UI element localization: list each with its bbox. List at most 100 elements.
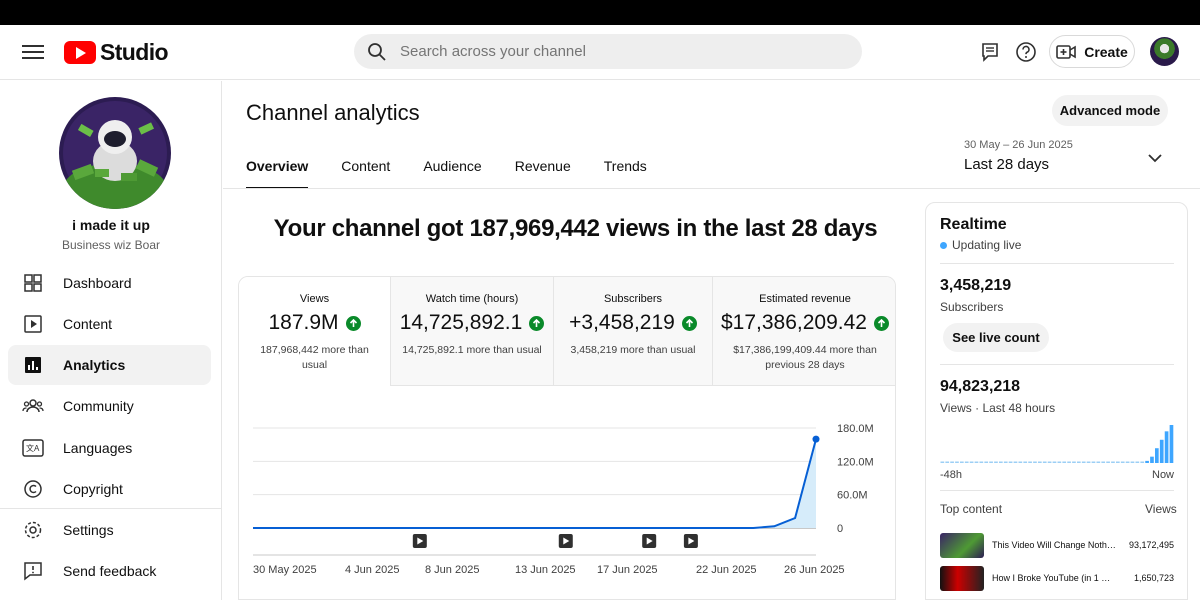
sparkline-bar	[989, 461, 993, 463]
metrics-card: Views 187.9M 187,968,442 more than usual…	[238, 276, 896, 600]
date-range: 30 May – 26 Jun 2025	[964, 139, 1073, 151]
video-marker-play-icon	[563, 537, 570, 545]
search-input[interactable]	[400, 43, 820, 60]
sidebar-item-dashboard[interactable]: Dashboard	[8, 263, 211, 303]
studio-logo[interactable]: Studio	[64, 38, 169, 66]
date-period-select[interactable]: Last 28 days	[964, 156, 1050, 173]
sparkline-bar	[960, 461, 964, 463]
metric-revenue[interactable]: Estimated revenue $17,386,209.42 $17,386…	[713, 277, 895, 386]
metric-note: 3,458,219 more than usual	[570, 344, 696, 356]
top-content-row[interactable]: This Video Will Change Nothing 93,172,49…	[940, 532, 1174, 558]
channel-subtitle: Business wiz Boar	[61, 238, 161, 252]
analytics-icon	[21, 353, 45, 377]
sparkline-bar	[1067, 461, 1071, 463]
live-status: Updating live	[940, 238, 1021, 252]
menu-icon[interactable]	[22, 42, 44, 62]
sparkline-bar	[974, 461, 979, 463]
analytics-tabs: Overview Content Audience Revenue Trends	[246, 158, 680, 189]
sidebar-item-settings[interactable]: Settings	[8, 510, 211, 550]
create-label: Create	[1084, 43, 1128, 60]
community-icon	[21, 394, 45, 418]
sidebar-item-content[interactable]: Content	[8, 304, 211, 344]
x-tick-label: 17 Jun 2025	[597, 564, 658, 576]
tab-overview[interactable]: Overview	[246, 158, 309, 189]
sparkline-bar	[1159, 439, 1164, 463]
feedback-icon	[21, 559, 45, 583]
sparkline-bar	[994, 461, 998, 463]
sidebar-item-languages[interactable]: 文A Languages	[8, 428, 211, 468]
realtime-views-label: Views · Last 48 hours	[940, 401, 1056, 415]
sidebar-divider	[0, 508, 222, 509]
sidebar: i made it up Business wiz Boar Dashboard…	[0, 81, 222, 600]
channel-avatar[interactable]	[59, 97, 171, 209]
sparkline-bar	[1120, 461, 1125, 463]
metric-label: Estimated revenue	[759, 293, 851, 305]
top-content-label: Top content	[940, 502, 1003, 516]
video-thumbnail	[940, 565, 984, 591]
copyright-icon	[21, 477, 45, 501]
metric-label: Views	[299, 293, 330, 305]
app-header: Studio Create	[0, 25, 1200, 80]
realtime-divider	[940, 364, 1174, 365]
sparkline-bar	[1155, 448, 1159, 463]
metric-watch-time[interactable]: Watch time (hours) 14,725,892.1 14,725,8…	[391, 277, 554, 386]
video-marker-play-icon	[646, 537, 653, 545]
sidebar-item-label: Copyright	[63, 481, 123, 497]
search-icon[interactable]	[354, 42, 400, 62]
tab-audience[interactable]: Audience	[423, 158, 482, 174]
sparkline-bar	[1072, 461, 1076, 463]
sparkline-bar	[1091, 461, 1096, 463]
realtime-subscribers-value: 3,458,219	[940, 277, 1012, 294]
x-tick-label: 26 Jun 2025	[784, 564, 845, 576]
sidebar-item-copyright[interactable]: Copyright	[8, 469, 211, 509]
x-tick-label: 13 Jun 2025	[515, 564, 576, 576]
sparkline-bar	[945, 461, 950, 463]
sparkline-bar	[964, 461, 969, 463]
sidebar-item-send-feedback[interactable]: Send feedback	[8, 551, 211, 591]
tab-content[interactable]: Content	[341, 158, 391, 174]
sparkline-bar	[1140, 461, 1145, 463]
metric-label: Watch time (hours)	[425, 293, 519, 305]
metric-value: +3,458,219	[569, 311, 675, 334]
sidebar-item-label: Settings	[63, 522, 114, 538]
metric-views[interactable]: Views 187.9M 187,968,442 more than usual	[239, 277, 391, 386]
views-column-label: Views	[1145, 502, 1177, 516]
sparkline-bar	[940, 461, 945, 463]
realtime-views-value: 94,823,218	[940, 378, 1021, 395]
sparkline-bar	[1150, 456, 1154, 463]
help-icon[interactable]	[1014, 40, 1038, 64]
top-black-bar	[0, 0, 1200, 25]
metric-subscribers[interactable]: Subscribers +3,458,219 3,458,219 more th…	[554, 277, 713, 386]
create-button[interactable]: Create	[1049, 35, 1135, 68]
metric-label: Subscribers	[603, 293, 663, 305]
sparkline-bar	[1052, 461, 1057, 463]
tab-trends[interactable]: Trends	[603, 158, 647, 174]
arrow-up-icon	[873, 315, 889, 331]
see-live-count-button[interactable]: See live count	[943, 323, 1049, 352]
arrow-up-icon	[529, 315, 545, 331]
y-tick-label: 0	[837, 523, 843, 535]
tab-revenue[interactable]: Revenue	[514, 158, 571, 174]
sparkline-bar	[1135, 461, 1140, 463]
comments-icon[interactable]	[978, 40, 1002, 64]
search-bar	[354, 34, 862, 69]
advanced-mode-button[interactable]: Advanced mode	[1052, 95, 1168, 126]
realtime-subscribers-label: Subscribers	[940, 300, 1004, 314]
sidebar-item-label: Send feedback	[63, 563, 157, 579]
metric-note: 187,968,442 more than usual	[260, 344, 369, 371]
account-avatar[interactable]	[1150, 37, 1179, 66]
sidebar-item-analytics[interactable]: Analytics	[8, 345, 211, 385]
video-views: 1,650,723	[1133, 573, 1174, 583]
video-thumbnail	[940, 532, 984, 558]
sparkline-bar	[1130, 461, 1135, 463]
sparkline-bar	[1033, 461, 1037, 463]
x-tick-label: 4 Jun 2025	[345, 564, 399, 576]
views-latest-point	[812, 435, 820, 443]
top-content-row[interactable]: How I Broke YouTube (in 1 Day) 1,650,723	[940, 565, 1174, 591]
languages-icon: 文A	[21, 436, 45, 460]
sidebar-item-community[interactable]: Community	[8, 386, 211, 426]
metric-value: 14,725,892.1	[399, 311, 523, 334]
chevron-down-icon[interactable]	[1146, 150, 1164, 171]
sparkline-bar	[955, 461, 959, 463]
page-title: Channel analytics	[246, 100, 420, 125]
